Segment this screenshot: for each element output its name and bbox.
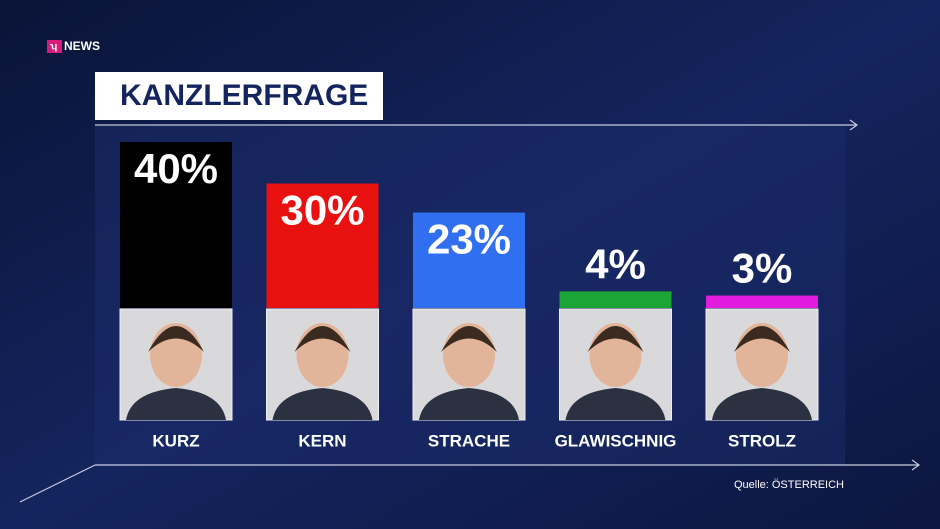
portrait-hair	[587, 326, 644, 352]
portrait-hair	[441, 326, 497, 352]
chart-title: KANZLERFRAGE	[120, 79, 368, 112]
portrait-body	[565, 388, 666, 420]
source: Quelle: ÖSTERREICH	[734, 479, 844, 491]
value-label: 4%	[585, 240, 646, 287]
value-label: 40%	[134, 145, 218, 192]
portrait-body	[272, 388, 373, 420]
category-label: KERN	[298, 431, 346, 450]
portrait-body	[712, 388, 812, 420]
value-label: 23%	[427, 216, 511, 263]
portrait-hair	[148, 326, 204, 352]
bar	[266, 183, 379, 308]
value-label: 3%	[732, 245, 793, 292]
portrait-body	[419, 388, 519, 420]
category-label: GLAWISCHNIG	[555, 431, 677, 450]
portrait-hair	[294, 326, 351, 352]
portrait-body	[126, 388, 226, 420]
category-label: KURZ	[152, 431, 199, 450]
logo-text: NEWS	[64, 39, 100, 53]
frame-lines	[19, 119, 921, 503]
bar	[559, 291, 672, 308]
logo-glyph: ʮ	[50, 42, 57, 53]
bar	[120, 142, 232, 308]
category-label: STRACHE	[428, 431, 510, 450]
logo-icon	[47, 40, 62, 53]
title-box	[95, 72, 383, 120]
portrait-hair	[734, 326, 790, 352]
bar	[706, 295, 818, 308]
value-label: 30%	[280, 187, 364, 234]
category-label: STROLZ	[728, 431, 796, 450]
bar	[413, 212, 525, 308]
